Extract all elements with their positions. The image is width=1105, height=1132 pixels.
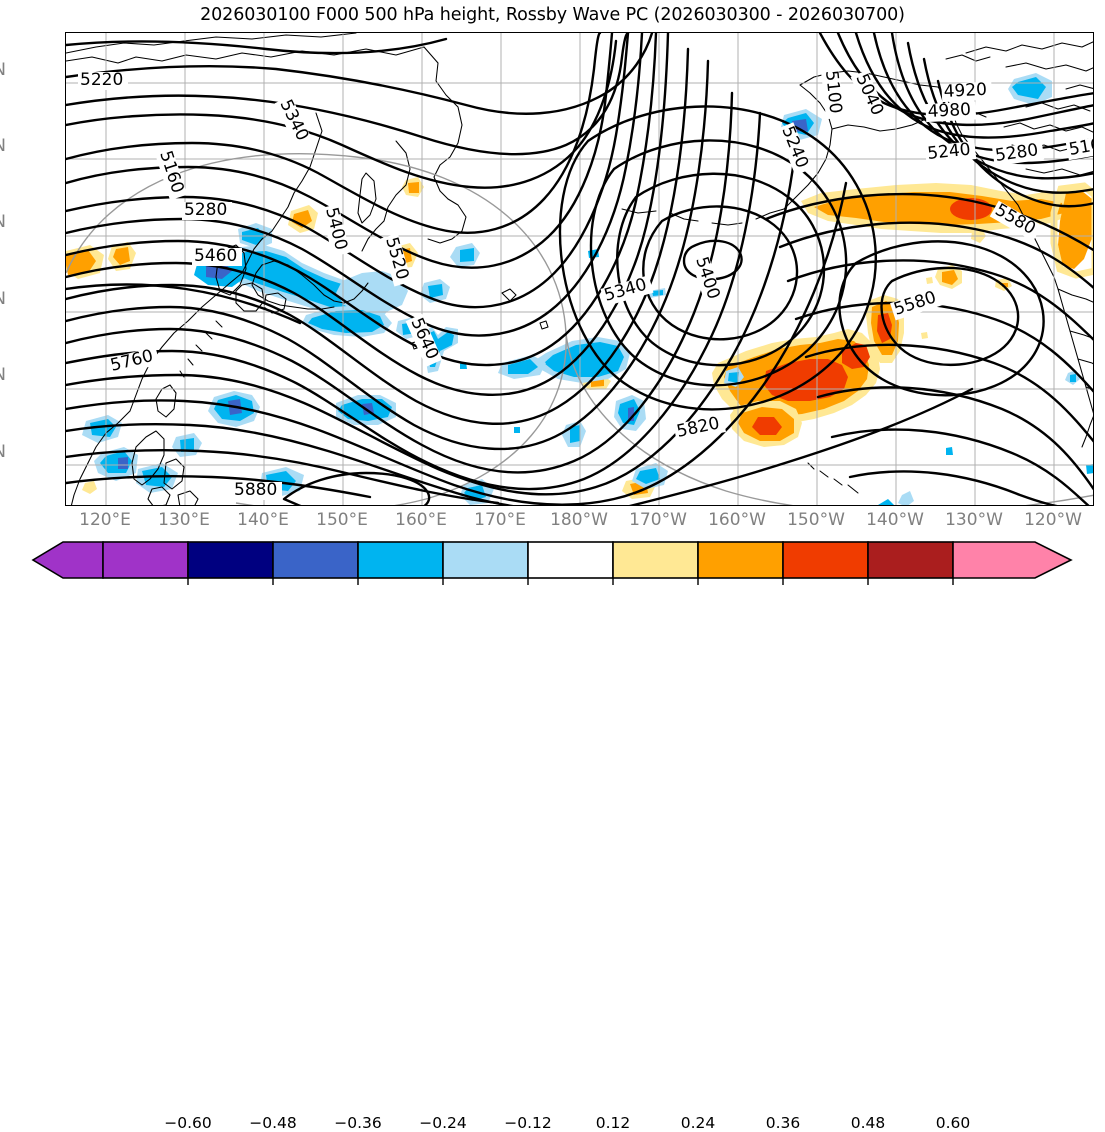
cbar-over-arrow: [952, 541, 1073, 579]
cbar-seg-4: [357, 541, 444, 579]
shade-cyan-f2: [508, 359, 538, 374]
contour-label-5160-e: 5160: [1067, 133, 1094, 160]
shade-blue-k: [118, 457, 128, 469]
cbar-label-0.12: 0.12: [595, 1114, 631, 1132]
contour-label-5040: 5040: [851, 71, 887, 119]
xtick-170E: 170°E: [474, 510, 526, 530]
cbar-seg-3: [272, 541, 359, 579]
colorbar-swatches: [31, 541, 1073, 579]
cbar-label-0.48: 0.48: [850, 1114, 886, 1132]
contour-label-5580-e: 5580: [891, 287, 938, 319]
contour-label-5460: 5460: [194, 246, 237, 266]
cbar-seg-8: [697, 541, 784, 579]
contour-label-5400-c: 5400: [691, 254, 723, 301]
xtick-150W: 150°W: [787, 510, 845, 530]
cbar-seg-9: [782, 541, 869, 579]
xtick-120W: 120°W: [1024, 510, 1082, 530]
contour-label-5340-nw: 5340: [276, 96, 313, 144]
shade-cyan-c: [428, 284, 443, 298]
xtick-150E: 150°E: [316, 510, 368, 530]
shade-cyan-speck-7: [514, 427, 520, 433]
xtick-130W: 130°W: [945, 510, 1003, 530]
contour-layer: [66, 33, 1093, 505]
map-plot-area[interactable]: 5220 5160 5280 5340: [65, 32, 1094, 506]
shade-blue-bering: [792, 119, 808, 132]
contour-label-5280: 5280: [184, 200, 227, 220]
shade-cyan-speck-4b: [1070, 374, 1076, 382]
cbar-label-0.24: 0.24: [680, 1114, 716, 1132]
colorbar-svg: [31, 541, 1073, 585]
cbar-label--0.36: −0.36: [334, 1114, 382, 1132]
shade-orange-east-edge: [1058, 191, 1093, 269]
shade-cyan-speck-5: [946, 447, 953, 455]
shade-cyan-p: [636, 468, 660, 484]
cbar-seg-1: [102, 541, 189, 579]
cbar-label--0.60: −0.60: [164, 1114, 212, 1132]
contour-label-5160: 5160: [155, 148, 187, 195]
cbar-label--0.48: −0.48: [249, 1114, 297, 1132]
shade-orange-small-a: [942, 270, 958, 285]
cbar-seg-6: [527, 541, 614, 579]
xtick-170W: 170°W: [629, 510, 687, 530]
shade-cyan-o: [180, 438, 194, 452]
shade-red-finger: [877, 313, 892, 343]
cbar-label-0.60: 0.60: [935, 1114, 971, 1132]
shade-lightblue-speck-10: [898, 491, 914, 505]
cbar-label--0.12: −0.12: [504, 1114, 552, 1132]
contour-label-5880: 5880: [234, 480, 277, 500]
xtick-120E: 120°E: [79, 510, 131, 530]
contour-label-4980: 4980: [927, 100, 971, 122]
contour-label-5220: 5220: [80, 70, 123, 90]
cbar-seg-5: [442, 541, 529, 579]
shade-orange-west-b: [113, 247, 130, 265]
contour-label-5240-e: 5240: [926, 140, 971, 164]
great-circle-arc: [66, 153, 1093, 505]
cbar-seg-7: [612, 541, 699, 579]
page-title: 2026030100 F000 500 hPa height, Rossby W…: [200, 5, 905, 25]
colorbar-ticks: [187, 578, 954, 585]
contour-label-5100: 5100: [821, 69, 845, 114]
ytick-40N: 40°N: [0, 289, 6, 309]
shade-yellow-speck-c: [921, 332, 928, 339]
shade-cyan-d: [460, 248, 474, 262]
xtick-140W: 140°W: [866, 510, 924, 530]
cbar-label-0.36: 0.36: [765, 1114, 801, 1132]
shade-orange-korea: [408, 182, 419, 193]
ytick-30N: 30°N: [0, 365, 6, 385]
shade-cyan-l: [90, 419, 116, 437]
shade-yellow-speck-b: [926, 277, 933, 284]
cbar-label--0.24: −0.24: [419, 1114, 467, 1132]
shade-red-se-lobe: [752, 417, 782, 435]
cbar-under-arrow: [31, 541, 104, 579]
cbar-seg-2: [187, 541, 274, 579]
contour-label-5760: 5760: [108, 346, 155, 376]
shade-cyan-speck-6: [1086, 464, 1093, 474]
shade-cyan-h: [570, 425, 580, 443]
xtick-160E: 160°E: [395, 510, 447, 530]
rossby-wave-map-figure: 2026030100 F000 500 hPa height, Rossby W…: [0, 5, 1105, 1132]
contour-label-4920: 4920: [943, 80, 987, 102]
colorbar[interactable]: −0.60 −0.48 −0.36 −0.24 −0.12 0.12 0.24 …: [0, 536, 1105, 1132]
xtick-180W: 180°W: [550, 510, 608, 530]
shade-orange-west-edge: [66, 250, 96, 275]
shade-cyan-r: [728, 372, 739, 383]
cbar-seg-10: [867, 541, 954, 579]
contour-label-5820: 5820: [675, 413, 721, 442]
ytick-50N: 50°N: [0, 212, 6, 232]
xtick-140E: 140°E: [237, 510, 289, 530]
ytick-20N: 20°N: [0, 442, 6, 462]
shade-cyan-speck-9: [878, 499, 894, 505]
xtick-160W: 160°W: [708, 510, 766, 530]
xtick-130E: 130°E: [158, 510, 210, 530]
map-contour-svg: 5220 5160 5280 5340: [66, 33, 1094, 505]
contour-label-5400-nw: 5400: [321, 205, 351, 252]
shade-red-sw-lobe: [764, 359, 848, 401]
shade-yellow-sw-speck: [82, 481, 97, 494]
shade-cyan-speck-3b: [652, 290, 663, 296]
ytick-70N: 70°N: [0, 60, 6, 80]
ytick-60N: 60°N: [0, 136, 6, 156]
